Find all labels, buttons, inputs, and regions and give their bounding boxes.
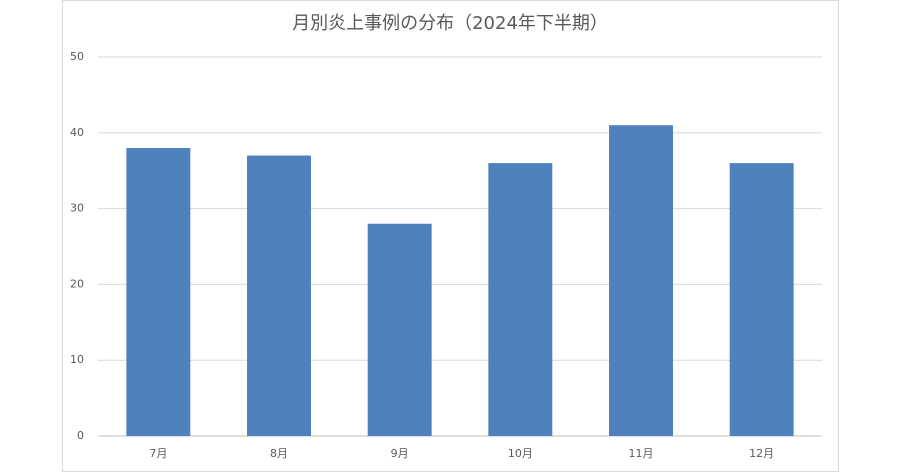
chart-frame [62,0,839,472]
x-tick-label: 7月 [149,447,167,460]
x-tick-label: 11月 [629,447,654,460]
bar [247,155,311,437]
bar [488,163,553,436]
bar [126,147,191,436]
y-tick-label: 30 [70,202,84,215]
y-tick-label: 20 [70,277,84,290]
x-tick-label: 9月 [391,447,409,460]
y-tick-label: 50 [70,50,84,63]
x-tick-label: 10月 [508,447,533,460]
x-tick-label: 12月 [749,447,774,460]
bar [729,163,794,436]
bar [609,125,673,436]
x-tick-label: 8月 [270,447,288,460]
y-tick-label: 0 [77,429,84,442]
chart-title: 月別炎上事例の分布（2024年下半期） [292,13,608,34]
bar [367,223,432,436]
y-tick-label: 40 [70,126,84,139]
y-tick-label: 10 [70,353,84,366]
